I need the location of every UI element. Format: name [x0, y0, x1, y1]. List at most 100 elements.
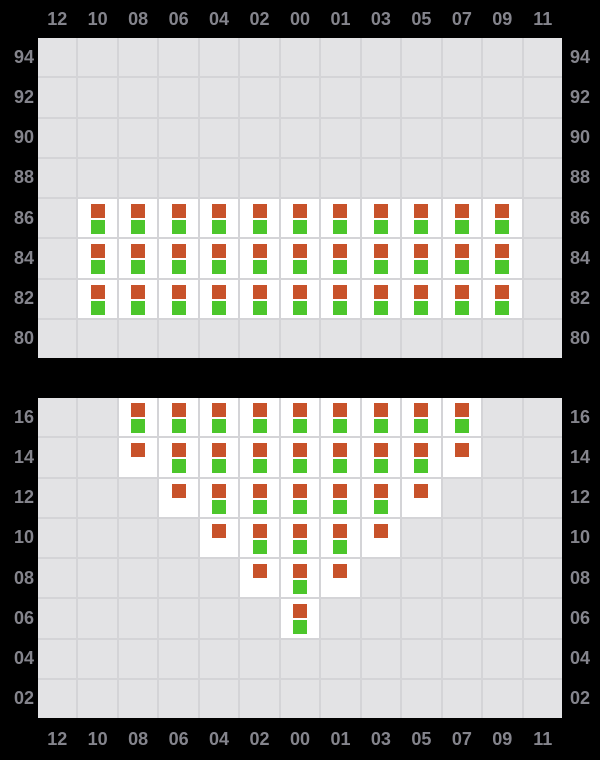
slot-upper-bay-01-82[interactable] [321, 279, 360, 318]
container-marker-orange [252, 443, 267, 458]
slot-upper-bay-06-86[interactable] [159, 199, 198, 238]
slot-upper-bay-08-84[interactable] [118, 239, 158, 278]
slot-lower-bay-00-06[interactable] [280, 599, 320, 638]
slot-upper-bay-07-82[interactable] [442, 279, 482, 318]
slot-upper-bay-02-82[interactable] [240, 279, 279, 318]
container-marker-green [212, 260, 227, 275]
slot-upper-bay-00-86[interactable] [280, 199, 320, 238]
slot-upper-bay-10-86[interactable] [78, 199, 117, 238]
slot-lower-bay-00-12[interactable] [280, 478, 320, 517]
container-marker-green [131, 300, 146, 315]
slot-lower-bay-08-16[interactable] [118, 398, 158, 437]
slot-lower-bay-02-08[interactable] [240, 559, 279, 598]
slot-upper-bay-06-82[interactable] [159, 279, 198, 318]
column-label: 08 [128, 8, 149, 29]
slot-lower-bay-04-10[interactable] [199, 518, 239, 557]
slot-lower-bay-01-14[interactable] [321, 438, 360, 477]
slot-upper-bay-03-86[interactable] [361, 199, 401, 238]
slot-upper-bay-02-86[interactable] [240, 199, 279, 238]
tier-label: 08 [13, 567, 34, 588]
slot-lower-bay-07-16[interactable] [442, 398, 482, 437]
slot-lower-bay-02-12[interactable] [240, 478, 279, 517]
container-marker-orange [495, 204, 510, 218]
slot-lower-bay-02-16[interactable] [240, 398, 279, 437]
container-marker-orange [495, 244, 510, 259]
slot-lower-bay-11-16 [523, 398, 562, 437]
slot-upper-bay-05-82[interactable] [402, 279, 441, 318]
slot-upper-bay-04-84[interactable] [199, 239, 239, 278]
container-marker-orange [454, 244, 469, 259]
slot-lower-bay-05-12[interactable] [402, 478, 441, 517]
slot-upper-bay-09-86[interactable] [483, 199, 522, 238]
slot-lower-bay-03-12[interactable] [361, 478, 401, 517]
slot-lower-bay-00-16[interactable] [280, 398, 320, 437]
slot-upper-bay-10-84[interactable] [78, 239, 117, 278]
container-marker-green [171, 419, 186, 433]
slot-upper-bay-06-84[interactable] [159, 239, 198, 278]
slot-lower-bay-06-16[interactable] [159, 398, 198, 437]
slot-lower-bay-09-06 [483, 599, 522, 638]
slot-upper-bay-03-82[interactable] [361, 279, 401, 318]
container-marker-orange [495, 284, 510, 299]
slot-upper-bay-09-84[interactable] [483, 239, 522, 278]
slot-lower-bay-02-14[interactable] [240, 438, 279, 477]
slot-lower-bay-11-10 [523, 518, 562, 557]
slot-upper-bay-03-84[interactable] [361, 239, 401, 278]
container-marker-orange [333, 523, 348, 538]
slot-upper-bay-04-86[interactable] [199, 199, 239, 238]
column-label: 11 [533, 728, 553, 749]
slot-upper-bay-09-88 [483, 158, 522, 197]
slot-lower-bay-03-16[interactable] [361, 398, 401, 437]
slot-upper-bay-01-84[interactable] [321, 239, 360, 278]
slot-lower-bay-01-06 [321, 599, 360, 638]
slot-upper-bay-07-86[interactable] [442, 199, 482, 238]
slot-lower-bay-00-10[interactable] [280, 518, 320, 557]
slot-lower-bay-04-16[interactable] [199, 398, 239, 437]
slot-lower-bay-04-14[interactable] [199, 438, 239, 477]
slot-lower-bay-04-12[interactable] [199, 478, 239, 517]
slot-lower-bay-06-14[interactable] [159, 438, 198, 477]
container-marker-orange [333, 403, 348, 417]
container-marker-orange [373, 204, 388, 218]
tier-label: 94 [570, 46, 591, 67]
slot-upper-bay-04-82[interactable] [199, 279, 239, 318]
slot-upper-bay-00-84[interactable] [280, 239, 320, 278]
slot-upper-bay-01-80 [321, 319, 360, 358]
container-marker-green [171, 300, 186, 315]
slot-lower-bay-03-14[interactable] [361, 438, 401, 477]
slot-lower-bay-01-08[interactable] [321, 559, 360, 598]
container-marker-green [252, 539, 267, 554]
slot-upper-bay-05-86[interactable] [402, 199, 441, 238]
slot-lower-bay-00-08[interactable] [280, 559, 320, 598]
slot-lower-bay-00-14[interactable] [280, 438, 320, 477]
slot-upper-bay-05-92 [402, 78, 441, 117]
slot-upper-bay-10-82[interactable] [78, 279, 117, 318]
slot-lower-bay-01-16[interactable] [321, 398, 360, 437]
slot-upper-bay-08-82[interactable] [118, 279, 158, 318]
slot-lower-bay-06-12[interactable] [159, 478, 198, 517]
slot-lower-bay-07-14[interactable] [442, 438, 482, 477]
container-marker-green [292, 620, 307, 635]
slot-lower-bay-04-06 [199, 599, 239, 638]
slot-lower-bay-02-10[interactable] [240, 518, 279, 557]
container-marker-orange [373, 403, 388, 417]
slot-upper-bay-08-86[interactable] [118, 199, 158, 238]
slot-lower-bay-01-12[interactable] [321, 478, 360, 517]
slot-lower-bay-01-10[interactable] [321, 518, 360, 557]
slot-lower-bay-03-10[interactable] [361, 518, 401, 557]
container-marker-green [414, 419, 429, 433]
slot-upper-bay-09-82[interactable] [483, 279, 522, 318]
slot-upper-bay-08-90 [118, 118, 158, 157]
slot-lower-bay-05-14[interactable] [402, 438, 441, 477]
container-marker-green [454, 419, 469, 433]
slot-upper-bay-06-88 [159, 158, 198, 197]
slot-upper-bay-00-82[interactable] [280, 279, 320, 318]
slot-upper-bay-07-84[interactable] [442, 239, 482, 278]
slot-lower-bay-05-16[interactable] [402, 398, 441, 437]
slot-upper-bay-02-84[interactable] [240, 239, 279, 278]
slot-upper-bay-01-86[interactable] [321, 199, 360, 238]
slot-upper-bay-03-92 [361, 78, 401, 117]
slot-upper-bay-05-84[interactable] [402, 239, 441, 278]
slot-lower-bay-08-14[interactable] [118, 438, 158, 477]
